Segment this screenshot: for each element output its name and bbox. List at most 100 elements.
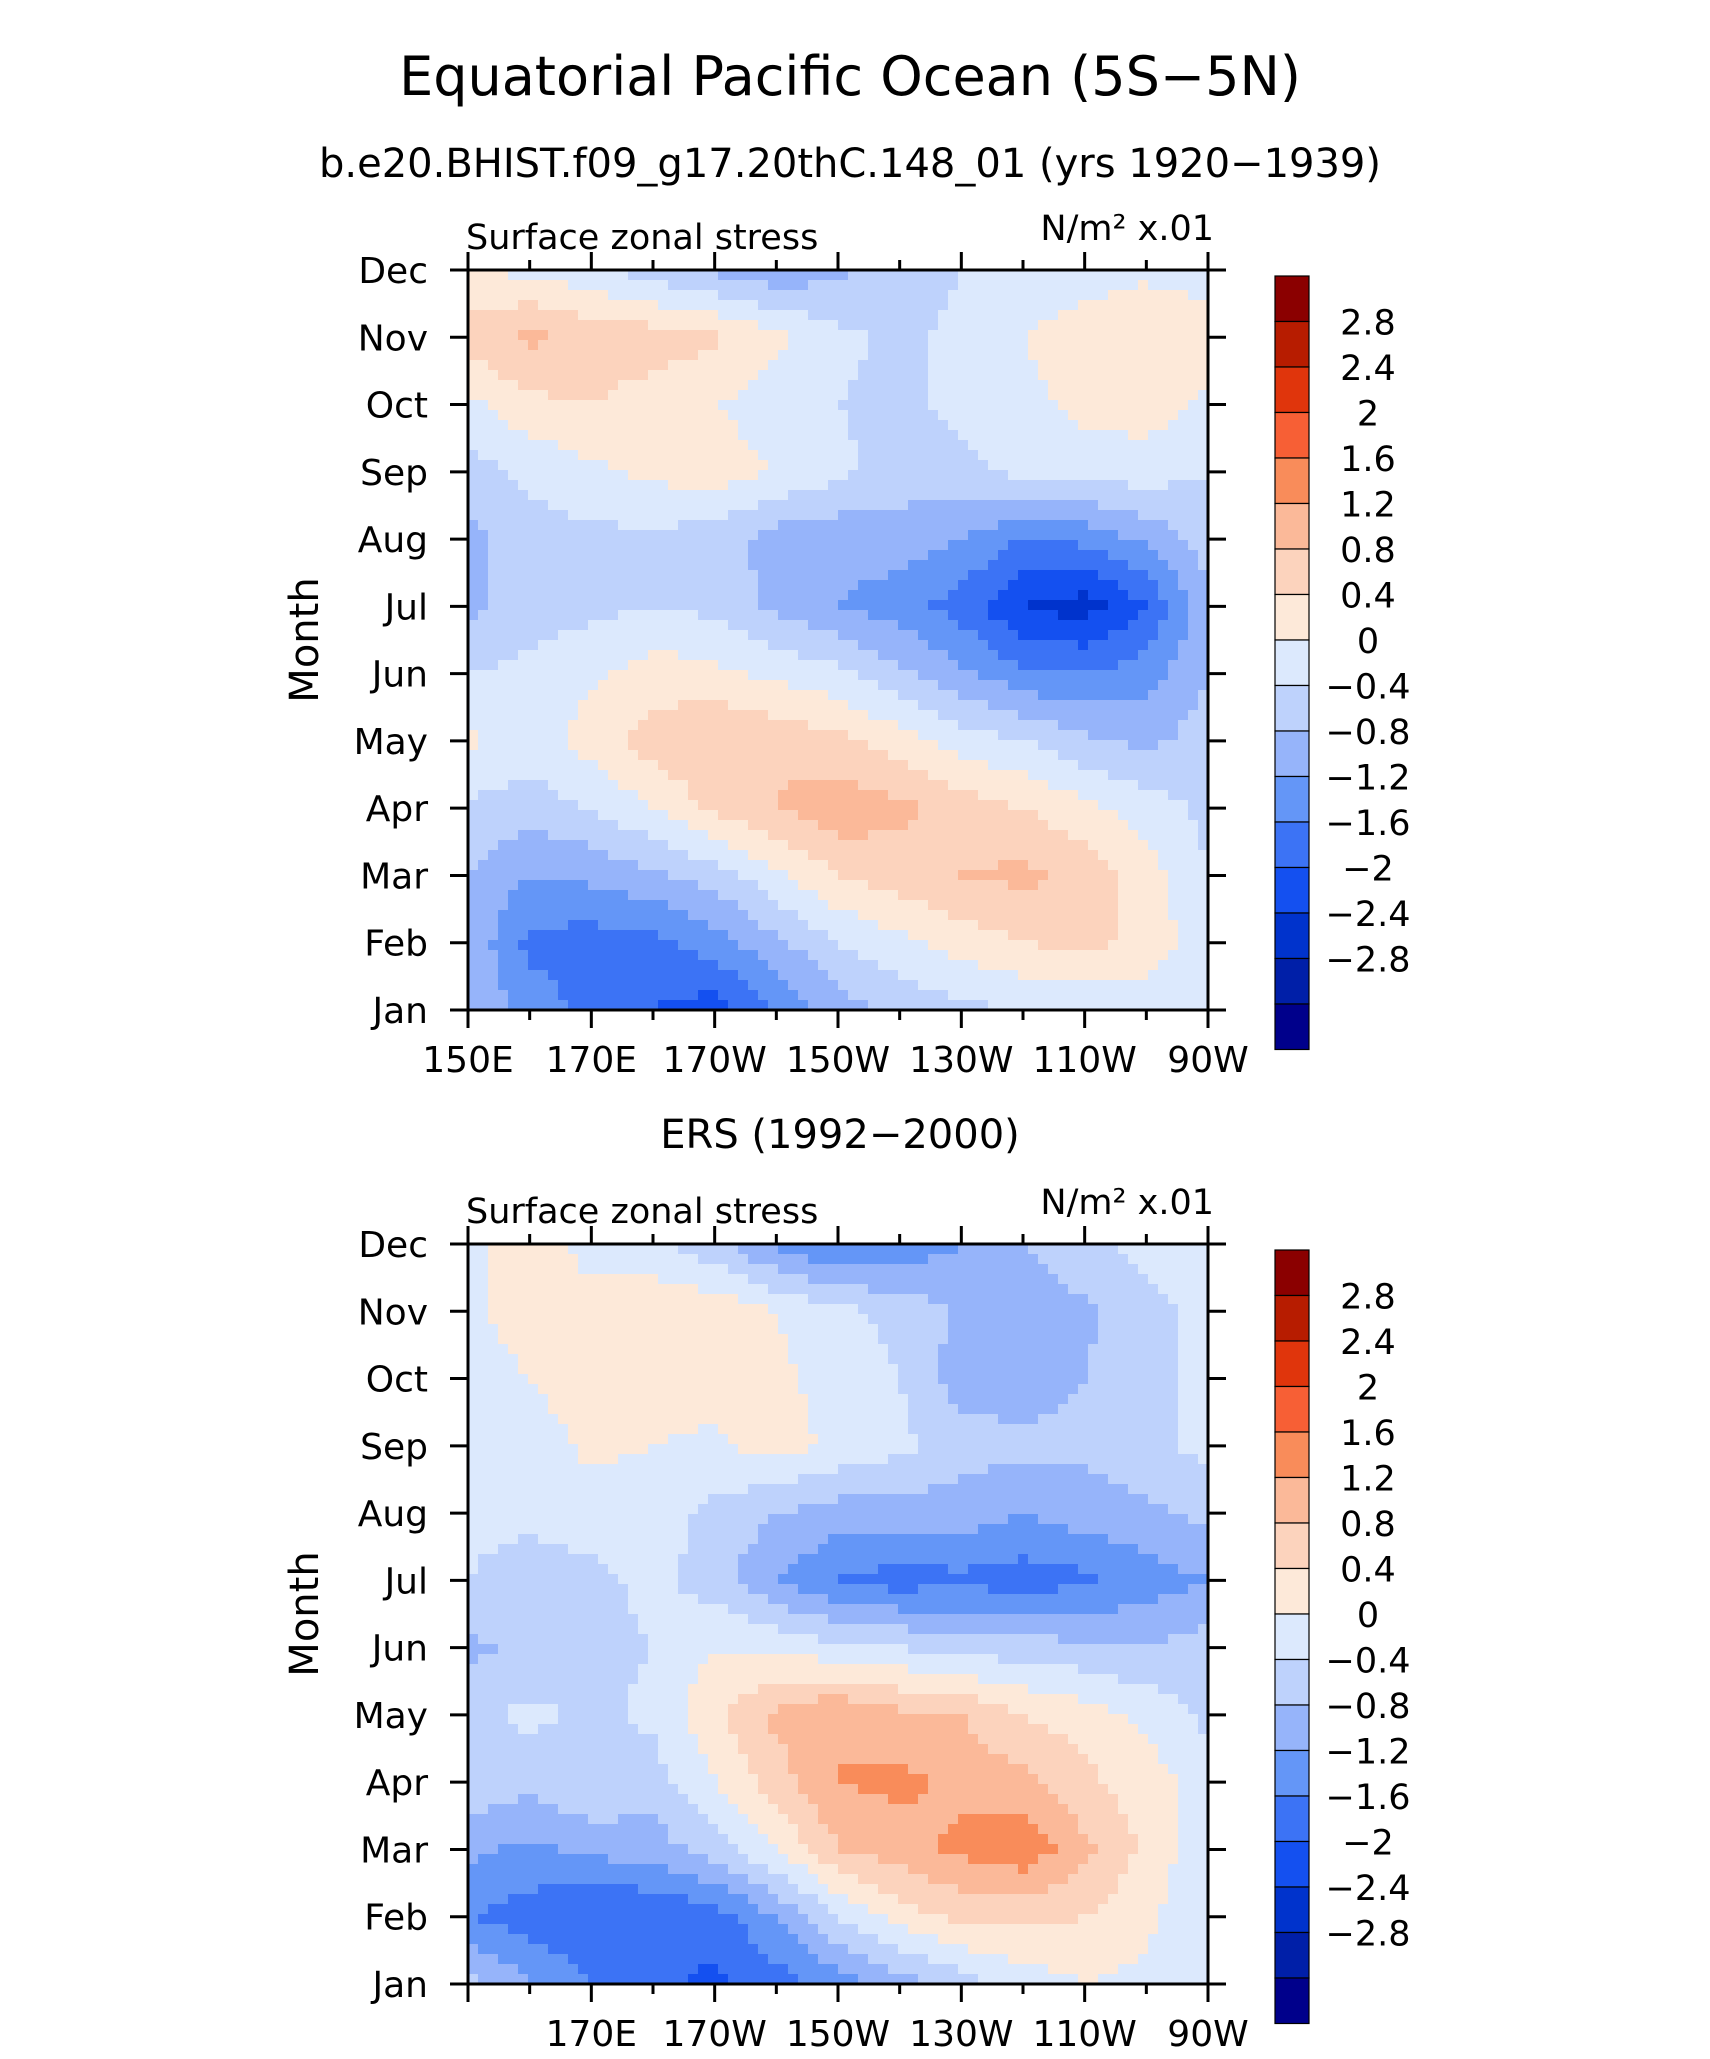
colorbar-label: −2.8 [1326,941,1411,981]
units-label: N/m² x.01 [1040,209,1214,249]
colorbar-box [1274,1431,1310,1479]
x-tick-label: 150W [786,2014,890,2055]
contour-fill [468,270,1208,1010]
colorbar-box [1274,1003,1310,1051]
colorbar-box [1274,912,1310,960]
colorbar-label: 0.4 [1340,577,1396,617]
colorbar-label: 2.4 [1340,349,1396,389]
colorbar-box [1274,1840,1310,1888]
x-tick-label: 150W [786,1040,890,1081]
colorbar-box [1274,1749,1310,1797]
colorbar-label: −1.2 [1326,1733,1411,1773]
colorbar-label: 0 [1357,622,1379,662]
x-tick-label: 170E [546,1040,637,1081]
variable-label: Surface zonal stress [466,218,818,258]
panel-title: ERS (1992−2000) [660,1112,1020,1158]
colorbar-box [1274,502,1310,550]
colorbar-label: 1.6 [1340,1414,1396,1454]
colorbar-label: −0.4 [1326,1642,1411,1682]
y-tick-label: Sep [360,453,428,494]
colorbar-box [1274,730,1310,778]
colorbar-box [1274,1522,1310,1570]
panels: Jan Feb Mar Apr May Jun Jul Aug Sep Oct Nov Dec Mont… [282,209,1411,2055]
colorbar-box [1274,1795,1310,1843]
y-tick-label: Jul [383,1561,428,1602]
y-tick-label: Feb [364,924,428,965]
colorbar-box [1274,366,1310,414]
colorbar-box [1274,1613,1310,1661]
x-tick-label: 170W [663,2014,767,2055]
colorbar-label: −2.4 [1326,895,1411,935]
colorbar-label: −2 [1342,1824,1394,1864]
colorbar-box [1274,1658,1310,1706]
colorbar-label: −2 [1342,850,1394,890]
colorbar-box [1274,639,1310,687]
colorbar-box [1274,684,1310,732]
y-tick-label: Feb [364,1898,428,1939]
variable-label: Surface zonal stress [466,1192,818,1232]
colorbar-label: 2 [1357,395,1379,435]
y-axis-label: Month [282,1551,328,1676]
colorbar-box [1274,1704,1310,1752]
colorbar-box [1274,1476,1310,1524]
y-axis-label: Month [282,577,328,702]
x-tick-label: 110W [1033,2014,1137,2055]
y-tick-label: May [354,722,428,763]
figure-subtitle: b.e20.BHIST.f09_g17.20thC.148_01 (yrs 19… [319,141,1381,187]
x-tick-label: 170E [546,2014,637,2055]
colorbar-box [1274,775,1310,823]
y-tick-label: Oct [366,1360,428,1401]
figure-title: Equatorial Pacific Ocean (5S−5N) [399,45,1301,108]
y-tick-label: Mar [360,1830,428,1871]
colorbar-box [1274,457,1310,505]
colorbar-label: 0.8 [1340,1505,1396,1545]
x-tick-label: 170W [663,1040,767,1081]
colorbar-label: −1.2 [1326,759,1411,799]
x-tick-label: 130W [909,1040,1013,1081]
units-label: N/m² x.01 [1040,1183,1214,1223]
colorbar-label: 0 [1357,1596,1379,1636]
colorbar-box [1274,1340,1310,1388]
colorbar-box [1274,1385,1310,1433]
x-tick-label: 90W [1167,1040,1248,1081]
y-tick-label: Jun [370,1629,428,1670]
y-tick-label: Nov [358,1292,428,1333]
colorbar: 2.8 2.4 2 1.6 1.2 0.8 0.4 0 −0.4 −0.8 −1.2 −1.6 −2 −2… [1274,1249,1411,2025]
colorbar-label: 1.2 [1340,486,1396,526]
y-tick-label: Aug [358,520,428,561]
colorbar-box [1274,1249,1310,1297]
y-tick-label: Dec [358,1225,428,1266]
y-tick-label: Mar [360,856,428,897]
colorbar-label: −2.8 [1326,1915,1411,1955]
y-tick-label: Jan [371,1965,429,2006]
x-tick-label: 150E [422,1040,513,1081]
y-tick-label: Oct [366,386,428,427]
x-tick-label: 90W [1167,2014,1248,2055]
colorbar-label: −0.4 [1326,668,1411,708]
colorbar-label: 0.4 [1340,1551,1396,1591]
y-tick-label: Apr [366,789,428,830]
y-tick-label: Sep [360,1427,428,1468]
colorbar-box [1274,320,1310,368]
colorbar-label: 2.8 [1340,304,1396,344]
colorbar-label: −0.8 [1326,1687,1411,1727]
colorbar-box [1274,593,1310,641]
colorbar-label: 2.8 [1340,1278,1396,1318]
y-tick-label: Aug [358,1494,428,1535]
colorbar-label: 1.2 [1340,1460,1396,1500]
colorbar-label: 0.8 [1340,531,1396,571]
colorbar-label: −1.6 [1326,1778,1411,1818]
colorbar-box [1274,1567,1310,1615]
x-tick-label: 110W [1033,1040,1137,1081]
colorbar-box [1274,275,1310,323]
y-tick-label: Jul [383,587,428,628]
y-tick-label: Apr [366,1763,428,1804]
colorbar-label: −2.4 [1326,1869,1411,1909]
colorbar-box [1274,957,1310,1005]
colorbar-label: −0.8 [1326,713,1411,753]
colorbar-label: 2.4 [1340,1323,1396,1363]
colorbar-box [1274,1931,1310,1979]
y-tick-label: Jun [370,655,428,696]
colorbar-box [1274,411,1310,459]
